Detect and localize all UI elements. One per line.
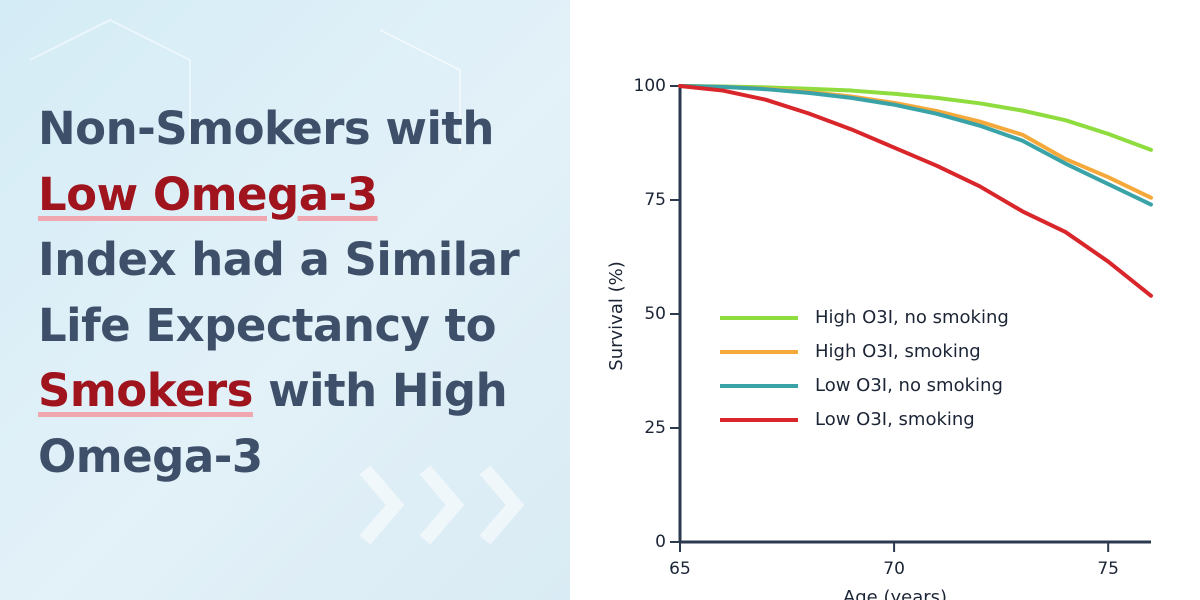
headline-highlight: Smokers xyxy=(38,364,253,417)
series-line xyxy=(678,84,1153,200)
decoration xyxy=(29,18,525,545)
headline-panel: Non-Smokers with Low Omega-3 Index had a S… xyxy=(0,0,570,600)
headline-line: Smokers with High xyxy=(38,358,519,424)
y-tick-label: 0 xyxy=(655,532,666,552)
legend-label: High O3I, no smoking xyxy=(815,307,1009,328)
headline-highlight: Low Omega-3 xyxy=(38,167,378,221)
headline-line: Index had a Similar xyxy=(38,227,520,293)
headline-line: Non-Smokers with xyxy=(38,96,519,162)
legend-label: High O3I, smoking xyxy=(815,341,981,362)
x-tick-label: 65 xyxy=(669,559,691,579)
headline-line: Low Omega-3 xyxy=(38,162,519,228)
chart: Survival (%) Age (years) 0 25 50 75 100 65 70 7… xyxy=(606,76,1153,600)
x-axis-label: Age (years) xyxy=(843,587,947,600)
legend-label: Low O3I, smoking xyxy=(815,409,975,430)
y-tick-label: 75 xyxy=(644,190,666,210)
headline-text: Index had a Similar xyxy=(38,233,520,286)
y-tick-label: 25 xyxy=(644,418,666,438)
legend-label: Low O3I, no smoking xyxy=(815,375,1003,396)
series-line xyxy=(678,84,1153,207)
headline-text: Life Expectancy to xyxy=(38,298,497,352)
headline: Non-Smokers with Low Omega-3 Index had a S… xyxy=(38,96,520,490)
headline-text: with High xyxy=(268,364,508,417)
headline-text: Non-Smokers with xyxy=(38,102,494,155)
x-tick-label: 75 xyxy=(1097,559,1119,579)
headline-line: Life Expectancy to xyxy=(38,293,519,359)
y-tick-label: 50 xyxy=(644,304,666,324)
series-line xyxy=(678,84,1153,298)
headline-line: Omega-3 xyxy=(38,424,519,490)
y-axis-label: Survival (%) xyxy=(606,261,627,370)
headline-text: Omega-3 xyxy=(38,429,263,483)
y-tick-label: 100 xyxy=(634,76,666,96)
x-tick-label: 70 xyxy=(883,559,905,579)
